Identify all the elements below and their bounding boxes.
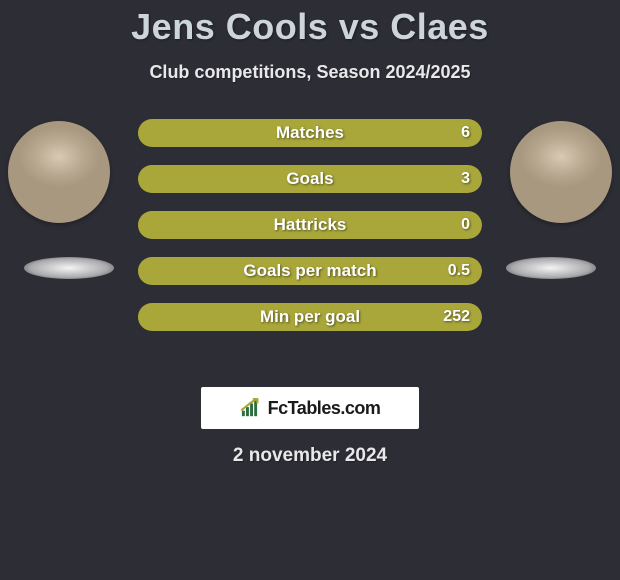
comparison-panel: Matches6Goals3Hattricks0Goals per match0… [0, 119, 620, 379]
stat-label: Hattricks [138, 211, 482, 239]
stat-value-right: 252 [443, 303, 470, 331]
stat-label: Goals [138, 165, 482, 193]
stat-value-right: 6 [461, 119, 470, 147]
stat-bar-row: Matches6 [138, 119, 482, 147]
stat-label: Goals per match [138, 257, 482, 285]
stat-value-right: 0 [461, 211, 470, 239]
stat-label: Min per goal [138, 303, 482, 331]
stat-bars-container: Matches6Goals3Hattricks0Goals per match0… [138, 119, 482, 349]
player-left-avatar [8, 121, 110, 223]
stat-bar-row: Goals per match0.5 [138, 257, 482, 285]
stat-bar-row: Min per goal252 [138, 303, 482, 331]
branding-box: FcTables.com [201, 387, 419, 429]
page-date: 2 november 2024 [0, 445, 620, 467]
branding-text: FcTables.com [268, 398, 381, 419]
player-left-shadow [24, 257, 114, 279]
stat-bar-row: Hattricks0 [138, 211, 482, 239]
stat-label: Matches [138, 119, 482, 147]
player-right-shadow [506, 257, 596, 279]
page-subtitle: Club competitions, Season 2024/2025 [0, 62, 620, 83]
stat-value-right: 3 [461, 165, 470, 193]
player-right-avatar [510, 121, 612, 223]
fctables-logo-icon [240, 398, 262, 418]
stat-bar-row: Goals3 [138, 165, 482, 193]
page-title: Jens Cools vs Claes [0, 0, 620, 48]
stat-value-right: 0.5 [448, 257, 470, 285]
